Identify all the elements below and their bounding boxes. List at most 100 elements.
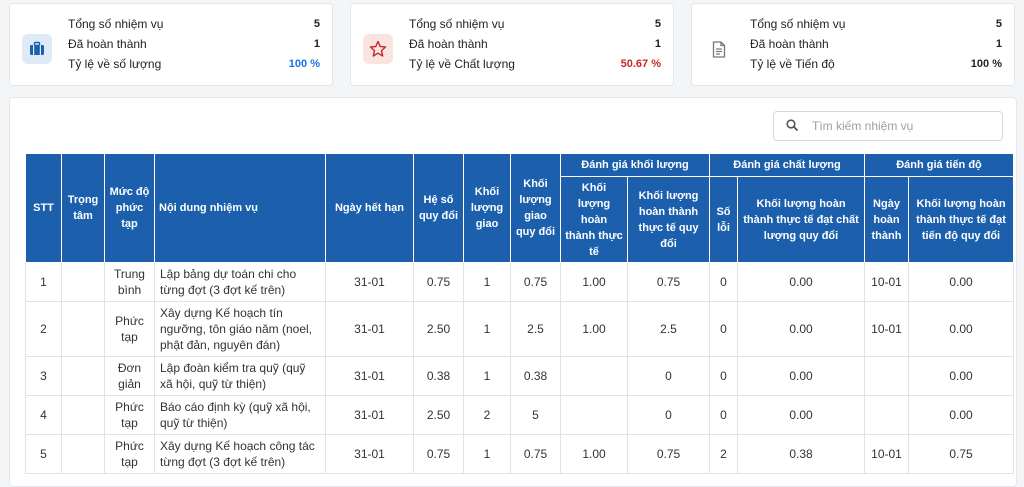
cell-ngay-ht [864, 395, 909, 435]
cell-stt: 3 [25, 356, 62, 396]
cell-noi-dung: Xây dựng Kế hoạch tín ngưỡng, tôn giáo n… [154, 301, 326, 357]
col-kl-td-qd: Khối lượng hoàn thành thực tế đạt tiến đ… [908, 176, 1014, 263]
summary-card-progress: Tổng số nhiệm vụ 5 Đã hoàn thành 1 Tỷ lệ v… [691, 3, 1015, 86]
card-row-total: Tổng số nhiệm vụ 5 [750, 14, 1002, 34]
cell-muc-do: Phức tạp [104, 434, 155, 474]
card-rate-value: 100 % [970, 58, 1002, 70]
cell-kl-cl-qd: 0.00 [737, 262, 865, 302]
cell-kl-td-qd: 0.00 [908, 262, 1014, 302]
table-row[interactable]: 4 Phức tạp Báo cáo định kỳ (quỹ xã hội, … [25, 395, 1014, 435]
cell-kl-giao-qd: 5 [510, 395, 561, 435]
cell-he-so: 0.38 [413, 356, 464, 396]
cell-stt: 5 [25, 434, 62, 474]
card-label: Tỷ lệ về số lượng [68, 57, 162, 71]
group-danh-gia-td: Đánh giá tiến độ [864, 153, 1014, 177]
summary-card-quality: Tổng số nhiệm vụ 5 Đã hoàn thành 1 Tỷ lệ v… [350, 3, 674, 86]
cell-kl-td-qd: 0.00 [908, 395, 1014, 435]
cell-kl-giao-qd: 0.75 [510, 262, 561, 302]
table-row[interactable]: 1 Trung bình Lập bảng dự toán chi cho từ… [25, 262, 1014, 302]
search-input[interactable]: Tìm kiếm nhiệm vụ [773, 111, 1003, 141]
cell-ngay-ht: 10-01 [864, 434, 909, 474]
cell-stt: 2 [25, 301, 62, 357]
star-icon [363, 34, 393, 64]
cell-he-so: 2.50 [413, 395, 464, 435]
group-danh-gia-cl: Đánh giá chất lượng [709, 153, 865, 177]
summary-cards: Tổng số nhiệm vụ 5 Đã hoàn thành 1 Tỷ lệ v… [9, 3, 1015, 86]
cell-so-loi: 2 [709, 434, 738, 474]
task-table: STT Trọng tâm Mức độ phức tạp Nội dung n… [25, 153, 1014, 474]
cell-kl-giao-qd: 0.75 [510, 434, 561, 474]
cell-trong-tam [61, 395, 105, 435]
cell-ngay-het-han: 31-01 [325, 301, 414, 357]
col-he-so: Hệ số quy đổi [413, 153, 464, 263]
card-row-done: Đã hoàn thành 1 [750, 34, 1002, 54]
col-ngay-het-han: Ngày hết hạn [325, 153, 414, 263]
cell-kl-td-qd: 0.75 [908, 434, 1014, 474]
cell-kl-giao: 1 [463, 262, 511, 302]
card-row-rate: Tỷ lệ về số lượng 100 % [68, 54, 320, 74]
cell-trong-tam [61, 356, 105, 396]
card-label: Đã hoàn thành [750, 37, 829, 51]
col-muc-do: Mức độ phức tạp [104, 153, 155, 263]
cell-so-loi: 0 [709, 395, 738, 435]
card-label: Đã hoàn thành [409, 37, 488, 51]
table-row[interactable]: 3 Đơn giản Lập đoàn kiểm tra quỹ (quỹ xã… [25, 356, 1014, 396]
col-noi-dung: Nội dung nhiệm vụ [154, 153, 326, 263]
card-label: Tổng số nhiệm vụ [750, 17, 846, 31]
cell-stt: 4 [25, 395, 62, 435]
cell-ngay-het-han: 31-01 [325, 356, 414, 396]
cell-kl-ht-qd: 0 [627, 395, 710, 435]
cell-kl-cl-qd: 0.00 [737, 301, 865, 357]
cell-noi-dung: Lập bảng dự toán chi cho từng đợt (3 đợt… [154, 262, 326, 302]
col-stt: STT [25, 153, 62, 263]
cell-so-loi: 0 [709, 356, 738, 396]
col-kl-giao-qd: Khối lượng giao quy đổi [510, 153, 561, 263]
cell-kl-ht-qd: 0 [627, 356, 710, 396]
cell-kl-ht-qd: 0.75 [627, 434, 710, 474]
card-label: Tỷ lệ về Chất lượng [409, 57, 515, 71]
cell-ngay-ht [864, 356, 909, 396]
cell-kl-ht-qd: 2.5 [627, 301, 710, 357]
search-icon [786, 118, 798, 134]
col-kl-cl-qd: Khối lượng hoàn thành thực tế đạt chất l… [737, 176, 865, 263]
cell-kl-cl-qd: 0.00 [737, 356, 865, 396]
cell-noi-dung: Xây dựng Kế hoạch công tác từng đợt (3 đ… [154, 434, 326, 474]
cell-trong-tam [61, 301, 105, 357]
cell-muc-do: Trung bình [104, 262, 155, 302]
cell-trong-tam [61, 434, 105, 474]
card-row-rate: Tỷ lệ về Tiến độ 100 % [750, 54, 1002, 74]
cell-ngay-ht: 10-01 [864, 262, 909, 302]
cell-kl-ht: 1.00 [560, 262, 628, 302]
cell-kl-ht: 1.00 [560, 434, 628, 474]
cell-ngay-het-han: 31-01 [325, 262, 414, 302]
cell-muc-do: Phức tạp [104, 301, 155, 357]
cell-kl-ht-qd: 0.75 [627, 262, 710, 302]
col-kl-ht-qd: Khối lượng hoàn thành thực tế quy đổi [627, 176, 710, 263]
cell-trong-tam [61, 262, 105, 302]
card-value: 1 [313, 38, 320, 50]
card-row-total: Tổng số nhiệm vụ 5 [409, 14, 661, 34]
search-placeholder: Tìm kiếm nhiệm vụ [812, 119, 914, 133]
cell-stt: 1 [25, 262, 62, 302]
card-value: 5 [654, 18, 661, 30]
table-row[interactable]: 5 Phức tạp Xây dựng Kế hoạch công tác từ… [25, 434, 1014, 474]
col-kl-ht: Khối lượng hoàn thành thực tế [560, 176, 628, 263]
card-row-rate: Tỷ lệ về Chất lượng 50.67 % [409, 54, 661, 74]
card-label: Tổng số nhiệm vụ [68, 17, 164, 31]
cell-he-so: 0.75 [413, 262, 464, 302]
table-row[interactable]: 2 Phức tạp Xây dựng Kế hoạch tín ngưỡng,… [25, 301, 1014, 357]
card-value: 5 [313, 18, 320, 30]
col-so-loi: Số lỗi [709, 176, 738, 263]
cell-kl-td-qd: 0.00 [908, 356, 1014, 396]
card-rate-value: 100 % [288, 58, 320, 70]
card-row-done: Đã hoàn thành 1 [68, 34, 320, 54]
cell-kl-giao: 1 [463, 434, 511, 474]
card-rate-value: 50.67 % [620, 58, 661, 70]
card-label: Đã hoàn thành [68, 37, 147, 51]
cell-so-loi: 0 [709, 301, 738, 357]
cell-kl-ht [560, 395, 628, 435]
cell-kl-ht: 1.00 [560, 301, 628, 357]
summary-card-quantity: Tổng số nhiệm vụ 5 Đã hoàn thành 1 Tỷ lệ v… [9, 3, 333, 86]
document-icon [704, 34, 734, 64]
cell-kl-giao-qd: 2.5 [510, 301, 561, 357]
